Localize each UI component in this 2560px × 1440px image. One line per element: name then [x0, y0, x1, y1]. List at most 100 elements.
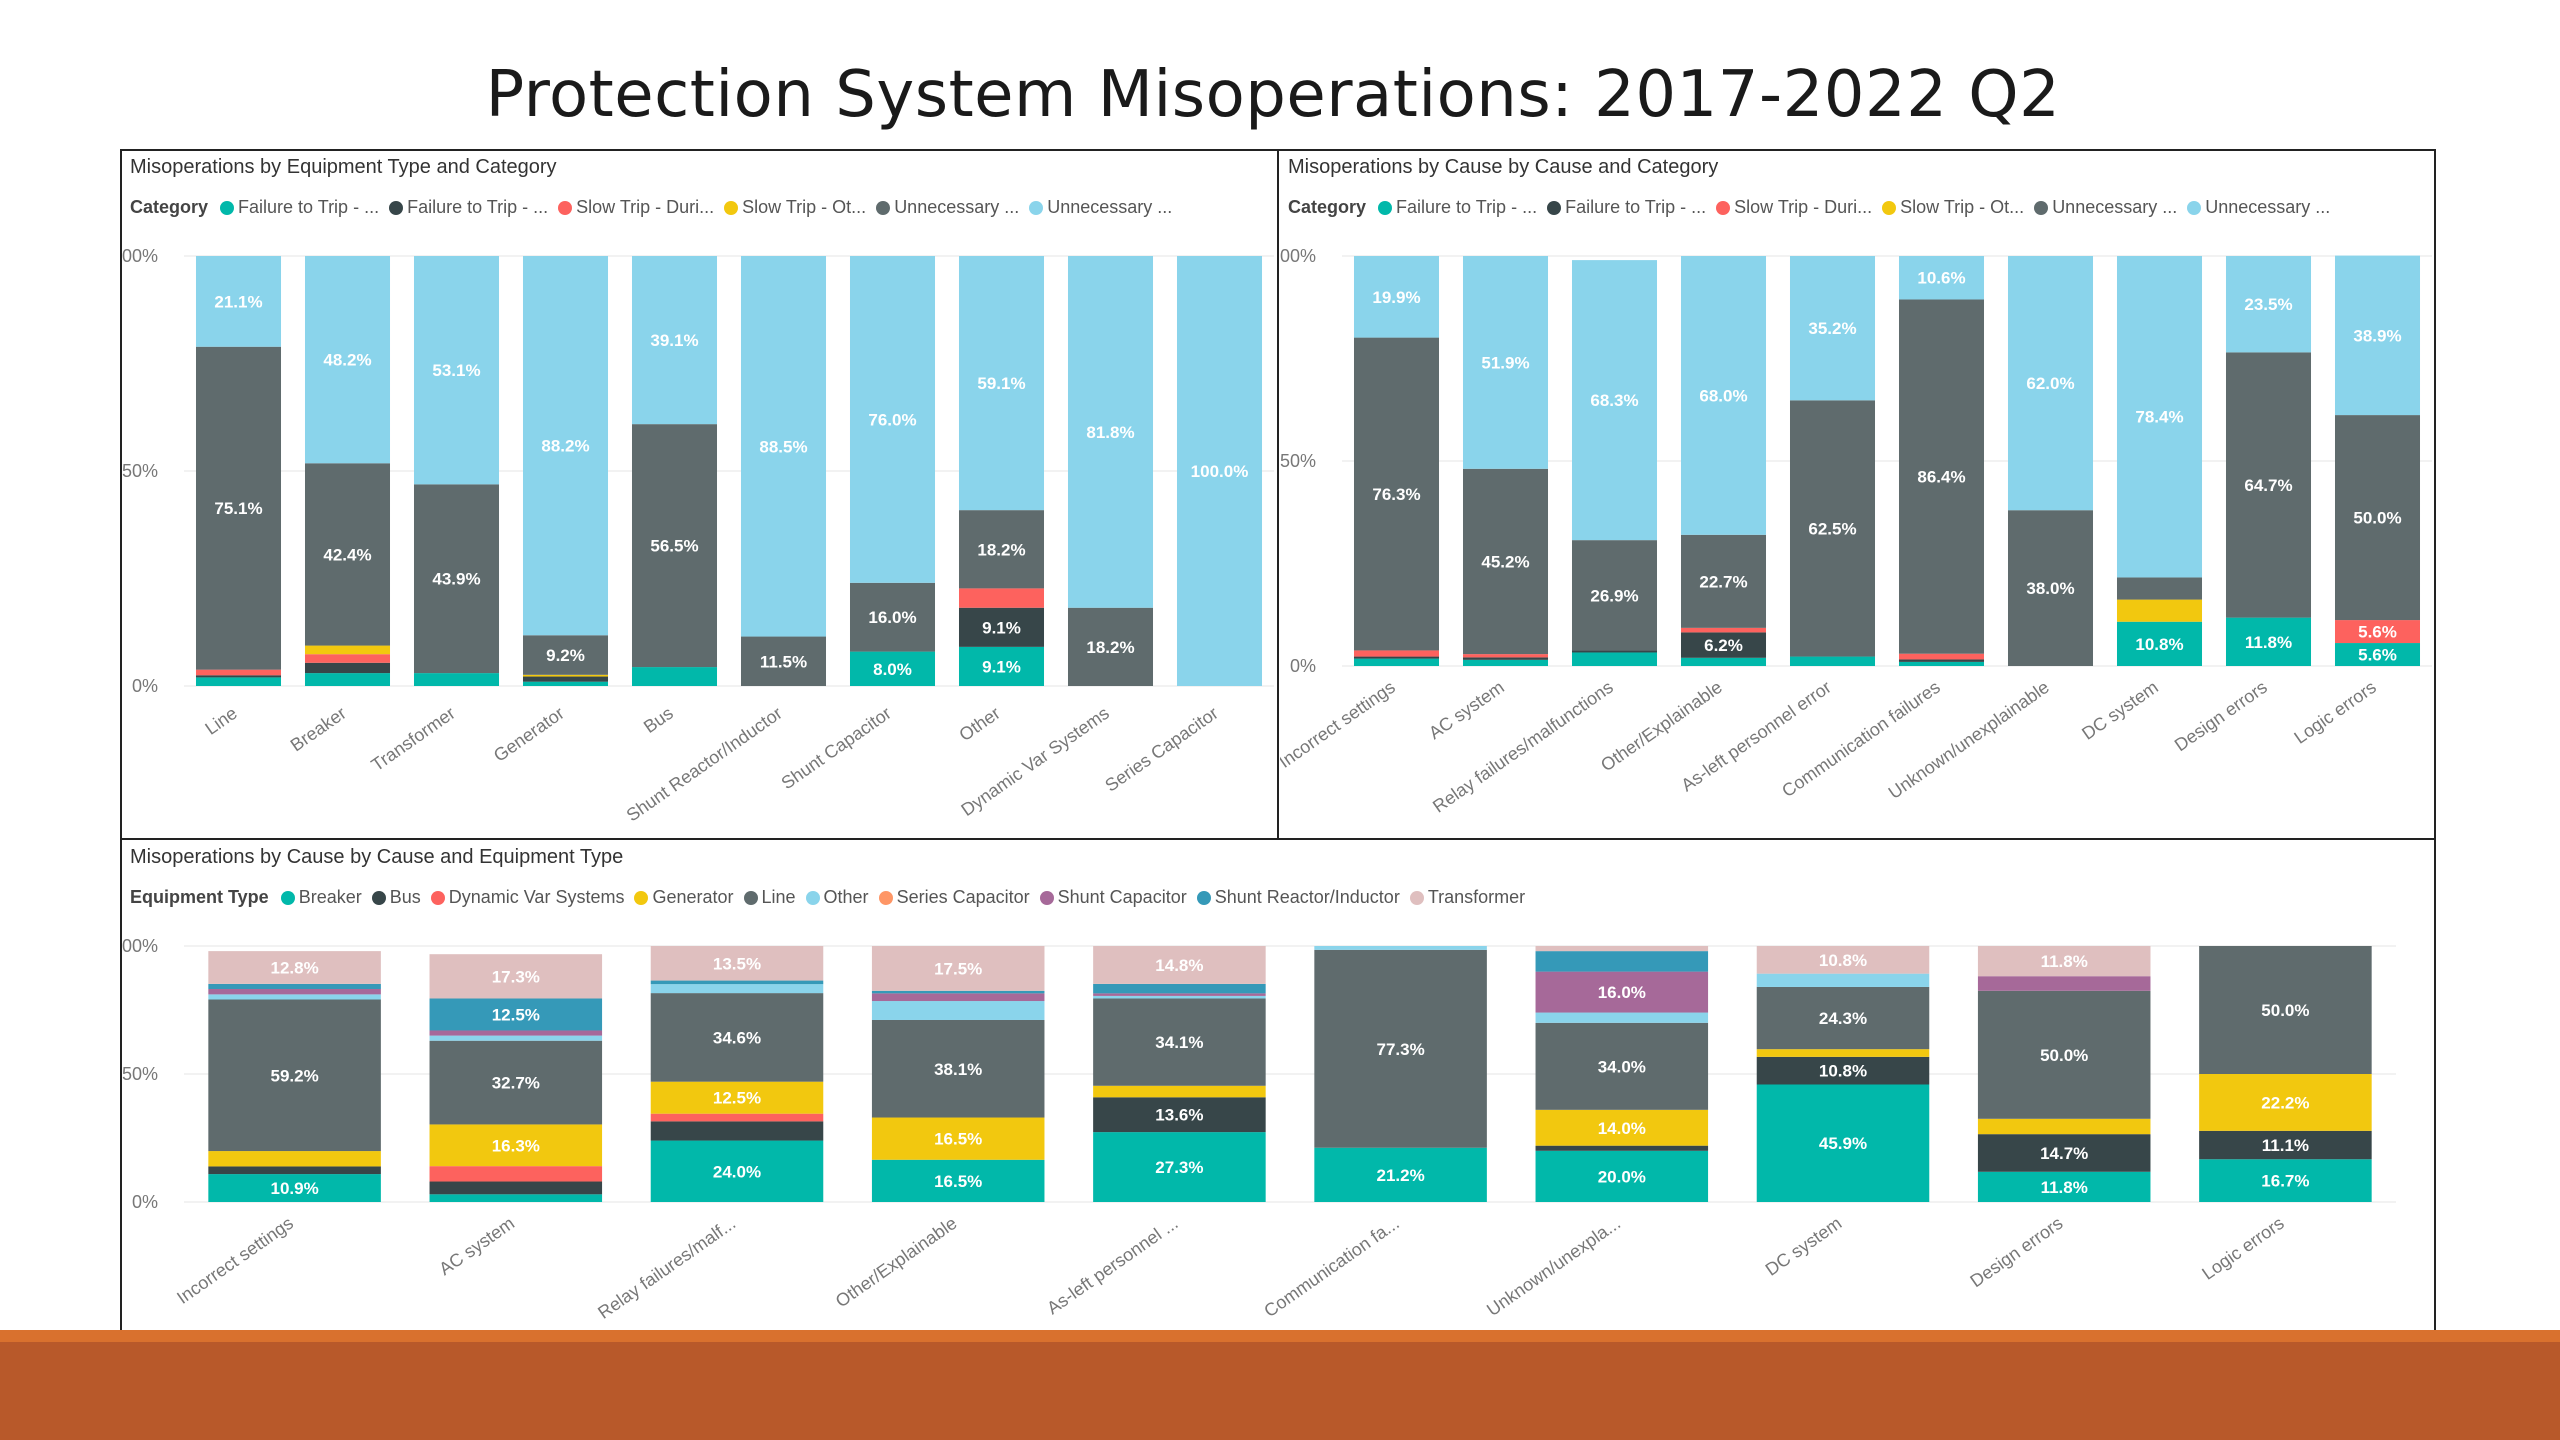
bar-segment[interactable] — [1093, 1132, 1266, 1202]
bar-segment[interactable] — [1977, 990, 2151, 1119]
legend-item[interactable]: Failure to Trip - ... — [1547, 197, 1706, 218]
bar-segment[interactable] — [429, 1166, 603, 1182]
bar-segment[interactable] — [1756, 986, 1930, 1050]
bar-segment[interactable] — [650, 984, 824, 994]
bar-segment[interactable] — [871, 993, 1045, 1002]
bar-segment[interactable] — [1093, 983, 1266, 994]
bar-segment[interactable] — [2199, 946, 2372, 1074]
bar-segment[interactable] — [1680, 632, 1767, 658]
legend-item[interactable]: Dynamic Var Systems — [430, 887, 624, 908]
bar-segment[interactable] — [849, 651, 936, 686]
bar-segment[interactable] — [2116, 577, 2203, 600]
bar-segment[interactable] — [522, 676, 609, 682]
bar-segment[interactable] — [304, 662, 391, 674]
bar-segment[interactable] — [2199, 1074, 2372, 1131]
legend-item[interactable]: Slow Trip - Duri... — [1716, 197, 1872, 218]
legend-item[interactable]: Slow Trip - Ot... — [1882, 197, 2024, 218]
bar-segment[interactable] — [304, 673, 391, 686]
legend-item[interactable]: Slow Trip - Duri... — [558, 197, 714, 218]
bar-segment[interactable] — [1571, 652, 1658, 666]
bar-segment[interactable] — [650, 946, 824, 981]
legend-item[interactable]: Shunt Reactor/Inductor — [1196, 887, 1400, 908]
bar-segment[interactable] — [413, 256, 500, 485]
bar-segment[interactable] — [1571, 260, 1658, 541]
legend-item[interactable]: Transformer — [1409, 887, 1525, 908]
bar-segment[interactable] — [195, 675, 282, 678]
bar-segment[interactable] — [631, 256, 718, 425]
bar-segment[interactable] — [2199, 1130, 2372, 1160]
bar-segment[interactable] — [1789, 256, 1876, 401]
legend-item[interactable]: Bus — [371, 887, 421, 908]
bar-segment[interactable] — [958, 256, 1045, 511]
bar-segment[interactable] — [1353, 256, 1440, 338]
bar-segment[interactable] — [1756, 1049, 1930, 1057]
bar-segment[interactable] — [1680, 256, 1767, 535]
bar-segment[interactable] — [1977, 1118, 2151, 1135]
bar-segment[interactable] — [413, 673, 500, 686]
bar-segment[interactable] — [2007, 510, 2094, 666]
bar-segment[interactable] — [208, 1151, 381, 1167]
bar-segment[interactable] — [1789, 400, 1876, 657]
bar-segment[interactable] — [1535, 1145, 1709, 1151]
bar-segment[interactable] — [871, 1001, 1045, 1020]
bar-segment[interactable] — [1535, 1022, 1709, 1110]
bar-segment[interactable] — [429, 1194, 603, 1202]
bar-segment[interactable] — [1353, 658, 1440, 666]
bar-segment[interactable] — [429, 1030, 603, 1036]
bar-segment[interactable] — [1462, 657, 1549, 660]
bar-segment[interactable] — [958, 607, 1045, 647]
bar-segment[interactable] — [429, 998, 603, 1031]
bar-segment[interactable] — [1314, 946, 1487, 950]
bar-segment[interactable] — [1898, 653, 1985, 660]
bar-segment[interactable] — [1462, 659, 1549, 666]
bar-segment[interactable] — [429, 1124, 603, 1167]
bar-segment[interactable] — [208, 983, 381, 990]
bar-segment[interactable] — [1353, 656, 1440, 659]
bar-segment[interactable] — [1680, 627, 1767, 633]
bar-segment[interactable] — [2199, 1159, 2372, 1202]
bar-segment[interactable] — [429, 1181, 603, 1195]
bar-segment[interactable] — [1756, 973, 1930, 987]
bar-segment[interactable] — [522, 256, 609, 636]
bar-segment[interactable] — [650, 980, 824, 985]
bar-segment[interactable] — [304, 645, 391, 655]
bar-segment[interactable] — [208, 1174, 381, 1202]
bar-segment[interactable] — [1093, 946, 1266, 984]
bar-segment[interactable] — [1314, 949, 1487, 1148]
bar-segment[interactable] — [631, 667, 718, 686]
bar-segment[interactable] — [650, 1113, 824, 1122]
legend-item[interactable]: Failure to Trip - ... — [389, 197, 548, 218]
legend-item[interactable]: Unnecessary ... — [1029, 197, 1172, 218]
bar-segment[interactable] — [740, 256, 827, 637]
bar-segment[interactable] — [1535, 951, 1709, 972]
bar-segment[interactable] — [195, 346, 282, 670]
bar-segment[interactable] — [958, 588, 1045, 608]
bar-segment[interactable] — [1898, 661, 1985, 666]
legend-item[interactable]: Unnecessary ... — [2187, 197, 2330, 218]
bar-segment[interactable] — [650, 1081, 824, 1114]
bar-segment[interactable] — [1756, 1084, 1930, 1202]
bar-segment[interactable] — [1093, 1085, 1266, 1098]
bar-segment[interactable] — [208, 994, 381, 1000]
bar-segment[interactable] — [871, 990, 1045, 994]
bar-segment[interactable] — [1176, 256, 1263, 686]
bar-segment[interactable] — [871, 946, 1045, 991]
bar-segment[interactable] — [522, 635, 609, 675]
bar-segment[interactable] — [631, 424, 718, 668]
bar-segment[interactable] — [1977, 1171, 2151, 1202]
bar-segment[interactable] — [304, 463, 391, 646]
bar-segment[interactable] — [740, 636, 827, 686]
bar-segment[interactable] — [522, 681, 609, 686]
bar-segment[interactable] — [1535, 1150, 1709, 1202]
bar-segment[interactable] — [958, 646, 1045, 686]
legend-item[interactable]: Generator — [634, 887, 734, 908]
bar-segment[interactable] — [208, 951, 381, 984]
bar-segment[interactable] — [304, 654, 391, 663]
bar-segment[interactable] — [1314, 1147, 1487, 1202]
bar-segment[interactable] — [650, 1140, 824, 1202]
bar-segment[interactable] — [1680, 657, 1767, 666]
bar-segment[interactable] — [2225, 617, 2312, 666]
bar-segment[interactable] — [1977, 976, 2151, 991]
legend-item[interactable]: Breaker — [280, 887, 362, 908]
bar-segment[interactable] — [1535, 1012, 1709, 1023]
